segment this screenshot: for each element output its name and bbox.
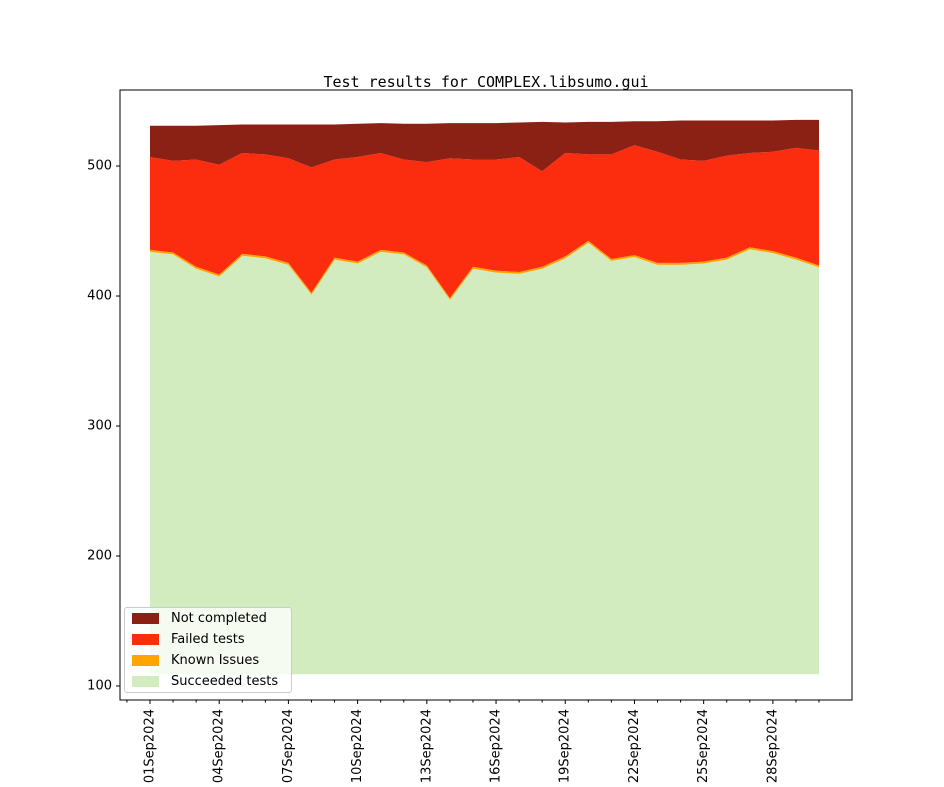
legend-item-succeeded-tests: Succeeded tests [132, 671, 291, 692]
legend-item-failed-tests: Failed tests [132, 629, 291, 650]
y-tick-label: 300 [87, 419, 112, 434]
legend-swatch-known-issues [132, 655, 159, 666]
area-succeeded-tests [149, 242, 820, 675]
y-tick-label: 200 [87, 548, 112, 563]
legend-label-known-issues: Known Issues [171, 653, 260, 668]
x-tick-label: 22Sep2024 [627, 709, 642, 783]
x-tick-label: 16Sep2024 [489, 709, 504, 783]
y-tick-label: 100 [87, 678, 112, 693]
y-tick-label: 500 [87, 159, 112, 174]
x-tick-label: 07Sep2024 [281, 709, 296, 783]
y-tick-label: 400 [87, 289, 112, 304]
x-tick-label: 25Sep2024 [696, 709, 711, 783]
legend-item-not-completed: Not completed [132, 608, 291, 629]
x-tick-label: 04Sep2024 [212, 709, 227, 783]
area-failed-tests [149, 145, 820, 298]
legend-label-succeeded-tests: Succeeded tests [171, 674, 279, 689]
legend-label-failed-tests: Failed tests [171, 632, 245, 647]
chart-title: Test results for COMPLEX.libsumo.gui [323, 73, 649, 91]
x-tick-label: 28Sep2024 [765, 709, 780, 783]
legend-swatch-not-completed [132, 613, 159, 624]
legend: Not completed Failed tests Known Issues … [124, 607, 292, 693]
plot-border [119, 89, 853, 701]
x-tick-label: 01Sep2024 [142, 709, 157, 783]
x-tick-label: 19Sep2024 [558, 709, 573, 783]
x-tick-label: 10Sep2024 [350, 709, 365, 783]
legend-label-not-completed: Not completed [171, 611, 267, 626]
legend-swatch-succeeded-tests [132, 676, 159, 687]
legend-swatch-failed-tests [132, 634, 159, 645]
area-known-issues [149, 240, 820, 300]
area-not-completed [149, 119, 820, 172]
x-tick-label: 13Sep2024 [419, 709, 434, 783]
legend-item-known-issues: Known Issues [132, 650, 291, 671]
